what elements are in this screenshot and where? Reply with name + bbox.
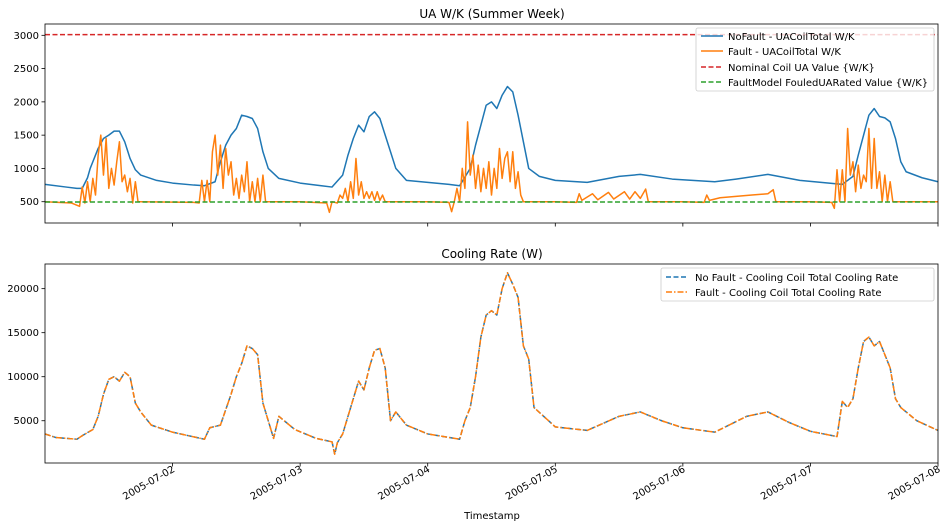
- ua-chart-frame: [44, 23, 939, 224]
- ua-ytick-label: 1000: [14, 164, 39, 175]
- cooling-ytick-label: 15000: [7, 328, 39, 339]
- ua-legend-label-fouled: FaultModel FouledUARated Value {W/K}: [728, 78, 928, 89]
- ua-ytick-label: 1500: [14, 131, 39, 142]
- cooling-chart-series: [44, 272, 939, 455]
- ua-chart-legend: NoFault - UACoilTotal W/K Fault - UACoil…: [695, 27, 935, 92]
- ua-ytick-label: 3000: [14, 31, 39, 42]
- ua-chart-series: [44, 33, 939, 214]
- ua-ytick-label: 500: [20, 197, 39, 208]
- ua-ytick-label: 2000: [14, 97, 39, 108]
- x-axis-label: Timestamp: [463, 511, 520, 522]
- ua-chart-ticks: 500 1000 1500 2000 2500 3000: [14, 31, 939, 227]
- ua-legend-label-fault: Fault - UACoilTotal W/K: [728, 47, 841, 58]
- cooling-legend-label-fault: Fault - Cooling Coil Total Cooling Rate: [695, 288, 882, 299]
- ua-ytick-label: 2500: [14, 64, 39, 75]
- ua-chart-title: UA W/K (Summer Week): [419, 7, 564, 21]
- ua-legend-label-nominal: Nominal Coil UA Value {W/K}: [728, 63, 875, 74]
- cooling-ytick-label: 5000: [14, 416, 39, 427]
- ua-legend-box: [695, 27, 935, 92]
- cooling-ytick-label: 20000: [7, 284, 39, 295]
- cooling-ytick-label: 10000: [7, 372, 39, 383]
- ua-series-line-0: [44, 85, 939, 190]
- ua-chart-panel: UA W/K (Summer Week) 500 1000 1500 2000 2500…: [14, 7, 939, 227]
- cooling-series-line-1: [44, 272, 939, 455]
- cooling-legend-label-nofault: No Fault - Cooling Coil Total Cooling Ra…: [695, 273, 898, 284]
- cooling-chart-legend: No Fault - Cooling Coil Total Cooling Ra…: [660, 267, 935, 302]
- cooling-chart-title: Cooling Rate (W): [441, 247, 542, 261]
- cooling-chart-frame: [44, 263, 939, 464]
- cooling-legend-box: [660, 267, 935, 302]
- ua-legend-label-nofault: NoFault - UACoilTotal W/K: [728, 32, 855, 43]
